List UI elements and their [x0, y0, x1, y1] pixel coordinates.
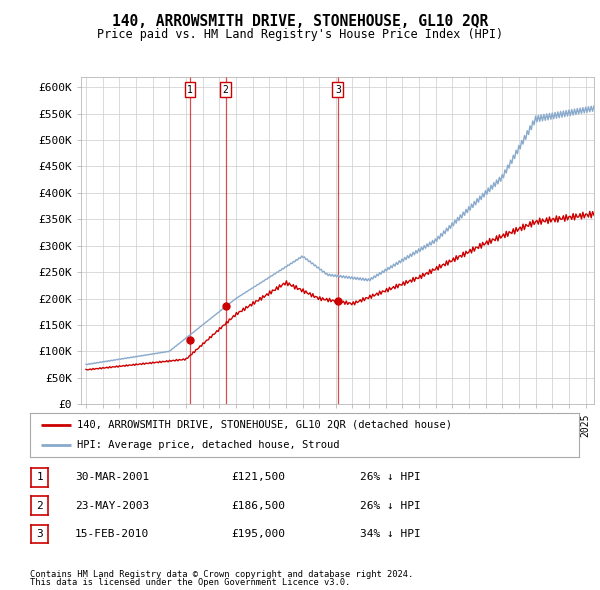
Text: 15-FEB-2010: 15-FEB-2010 — [75, 529, 149, 539]
Text: 3: 3 — [335, 85, 341, 95]
Text: Contains HM Land Registry data © Crown copyright and database right 2024.: Contains HM Land Registry data © Crown c… — [30, 571, 413, 579]
Text: 34% ↓ HPI: 34% ↓ HPI — [360, 529, 421, 539]
Text: 3: 3 — [36, 529, 43, 539]
Text: 1: 1 — [187, 85, 193, 95]
Text: 26% ↓ HPI: 26% ↓ HPI — [360, 473, 421, 482]
Text: HPI: Average price, detached house, Stroud: HPI: Average price, detached house, Stro… — [77, 440, 339, 450]
Text: 140, ARROWSMITH DRIVE, STONEHOUSE, GL10 2QR: 140, ARROWSMITH DRIVE, STONEHOUSE, GL10 … — [112, 14, 488, 28]
Text: £186,500: £186,500 — [231, 501, 285, 510]
Text: 23-MAY-2003: 23-MAY-2003 — [75, 501, 149, 510]
Text: 140, ARROWSMITH DRIVE, STONEHOUSE, GL10 2QR (detached house): 140, ARROWSMITH DRIVE, STONEHOUSE, GL10 … — [77, 420, 452, 430]
Text: 2: 2 — [223, 85, 229, 95]
Text: Price paid vs. HM Land Registry's House Price Index (HPI): Price paid vs. HM Land Registry's House … — [97, 28, 503, 41]
Text: 26% ↓ HPI: 26% ↓ HPI — [360, 501, 421, 510]
Text: £195,000: £195,000 — [231, 529, 285, 539]
Text: This data is licensed under the Open Government Licence v3.0.: This data is licensed under the Open Gov… — [30, 578, 350, 587]
Text: £121,500: £121,500 — [231, 473, 285, 482]
Text: 2: 2 — [36, 501, 43, 510]
Text: 1: 1 — [36, 473, 43, 482]
Text: 30-MAR-2001: 30-MAR-2001 — [75, 473, 149, 482]
